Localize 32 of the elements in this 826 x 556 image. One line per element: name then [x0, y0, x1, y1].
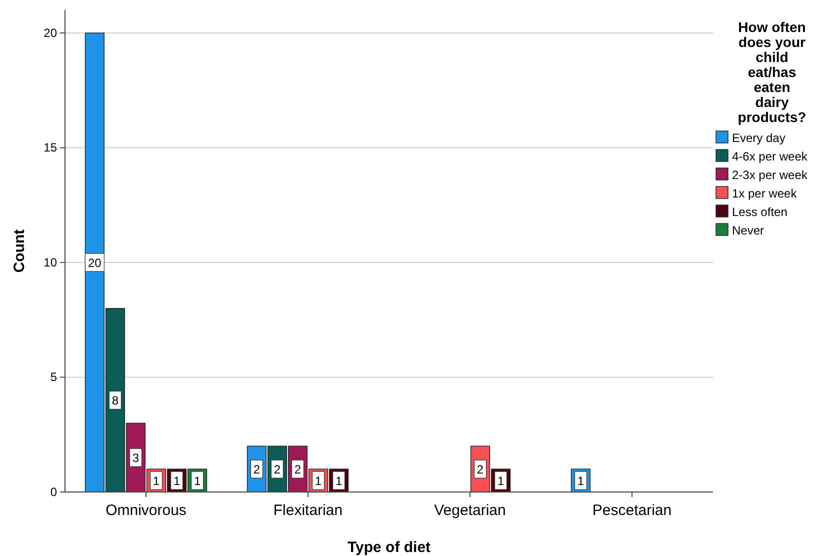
x-axis-title: Type of diet	[347, 539, 431, 556]
data-label: 1	[194, 474, 201, 488]
data-label: 2	[294, 462, 302, 477]
data-label: 2	[253, 462, 260, 477]
x-tick-label: Vegetarian	[434, 502, 506, 519]
data-label: 2	[274, 462, 281, 477]
legend-label: 4-6x per week	[732, 150, 808, 164]
data-label: 1	[577, 474, 584, 488]
legend-label: Less often	[732, 205, 788, 219]
y-tick-label: 0	[50, 485, 58, 499]
legend-title: How often does your child eat/has eaten dairy products?	[738, 19, 806, 125]
data-label: 8	[112, 394, 119, 408]
y-tick-label: 20	[44, 26, 58, 40]
data-label: 1	[497, 474, 504, 488]
x-tick-label: Pescetarian	[592, 502, 672, 519]
data-label: 1	[314, 474, 322, 488]
data-label: 1	[335, 474, 342, 488]
y-axis-title: Count	[11, 229, 28, 273]
legend-label: 1x per week	[732, 186, 798, 200]
y-tick-label: 15	[44, 140, 58, 155]
data-label: 1	[173, 474, 180, 488]
legend-label: 2-3x per week	[732, 168, 808, 182]
x-tick-label: Flexitarian	[273, 502, 343, 519]
legend-label: Every day	[732, 131, 786, 145]
y-tick-label: 5	[50, 370, 58, 384]
data-label: 1	[152, 474, 160, 488]
data-label: 2	[476, 462, 484, 477]
data-label: 20	[88, 256, 102, 270]
x-tick-label: Omnivorous	[106, 502, 186, 519]
legend-label: Never	[732, 224, 764, 238]
y-tick-label: 10	[44, 255, 58, 270]
data-label: 3	[132, 451, 140, 466]
